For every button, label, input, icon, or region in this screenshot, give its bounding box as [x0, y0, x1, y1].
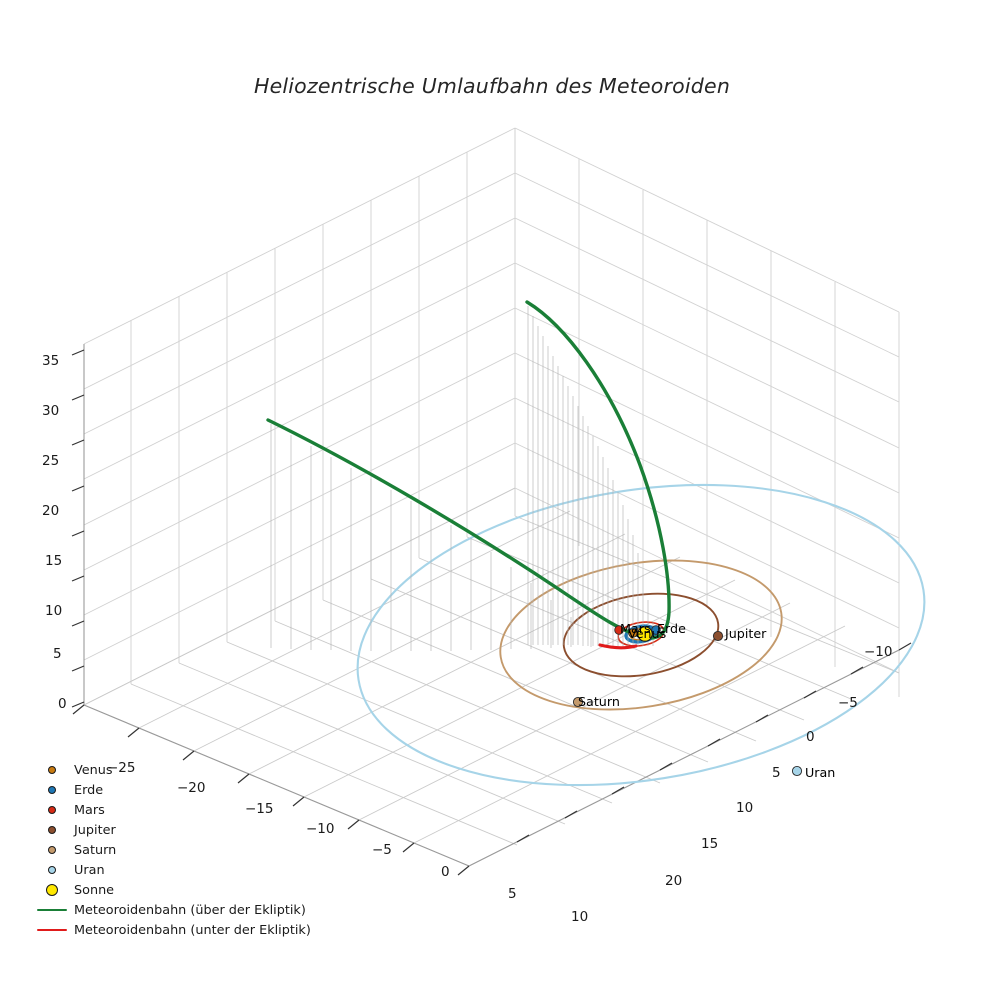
body-label-mars: Mars [620, 621, 651, 636]
y-axis-tick-2: 0 [806, 729, 815, 745]
legend-marker-icon [48, 786, 56, 794]
legend-label: Meteoroidenbahn (über der Ekliptik) [74, 902, 306, 918]
legend-item-meteoroidenbahn: Meteoroidenbahn (über der Ekliptik) [30, 900, 330, 920]
x-axis-tick-0: −25 [107, 760, 136, 776]
y-axis-tick-5: 15 [701, 836, 719, 852]
legend-label: Mars [74, 802, 105, 818]
x-axis-tick-5: 0 [441, 864, 450, 880]
legend-label: Jupiter [74, 822, 116, 838]
legend-item-mars: Mars [30, 800, 330, 820]
body-marker-mars [614, 625, 624, 635]
legend-item-meteoroidenbahn: Meteoroidenbahn (unter der Ekliptik) [30, 920, 330, 940]
body-marker-jupiter [712, 630, 724, 642]
legend-marker-icon [48, 846, 56, 854]
legend-marker-icon [48, 806, 56, 814]
body-label-jupiter: Jupiter [725, 626, 767, 641]
legend: Venus Erde Mars Jupiter Saturn Uran Sonne Meteo… [30, 760, 330, 940]
x-axis-tick-3: −10 [306, 821, 335, 837]
body-marker-sonne [637, 626, 653, 642]
body-label-saturn: Saturn [578, 694, 620, 709]
body-label-uran: Uran [805, 765, 836, 780]
y-axis-tick-4: 10 [736, 800, 754, 816]
legend-marker-icon [48, 866, 56, 874]
legend-item-saturn: Saturn [30, 840, 330, 860]
body-marker-uran [791, 765, 803, 777]
z-axis-tick-5: 10 [45, 603, 63, 619]
y-axis-tick-6: 20 [665, 873, 683, 889]
legend-item-jupiter: Jupiter [30, 820, 330, 840]
z-axis-tick-6: 5 [53, 646, 62, 662]
trajectory-above-ecliptic [266, 300, 671, 640]
y-axis-ticks [516, 642, 912, 843]
orbit-jupiter [562, 592, 720, 678]
y-axis-tick-3: 5 [772, 765, 781, 781]
legend-item-venus: Venus [30, 760, 330, 780]
z-axis-tick-4: 15 [45, 553, 63, 569]
z-axis-tick-1: 30 [42, 403, 60, 419]
z-axis-tick-3: 20 [42, 503, 60, 519]
body-marker-saturn [572, 696, 584, 708]
legend-label: Sonne [74, 882, 115, 898]
x-axis-tick-4: −5 [372, 842, 392, 858]
legend-label: Saturn [74, 842, 117, 858]
legend-label: Venus [74, 762, 113, 778]
z-axis-tick-7: 0 [58, 696, 67, 712]
legend-label: Meteoroidenbahn (unter der Ekliptik) [74, 922, 311, 938]
legend-line-icon [37, 928, 67, 932]
legend-label: Uran [74, 862, 105, 878]
body-label-venus: Venus [628, 626, 667, 641]
trajectory-below-ecliptic [598, 643, 638, 650]
legend-item-sonne: Sonne [30, 880, 330, 900]
y-axis-tick-1: −5 [838, 695, 858, 711]
body-marker-erde [651, 625, 661, 635]
x-axis-tick-6: 5 [508, 886, 517, 902]
legend-marker-icon [48, 826, 56, 834]
orbit-uran [356, 483, 926, 787]
trajectory-droplines [270, 306, 654, 651]
body-label-erde: Erde [657, 621, 686, 636]
x-axis-tick-7: 10 [571, 909, 589, 925]
legend-item-erde: Erde [30, 780, 330, 800]
y-axis-tick-0: −10 [864, 644, 893, 660]
legend-marker-icon [48, 766, 56, 774]
x-axis-ticks [72, 704, 470, 876]
x-axis-tick-2: −15 [245, 801, 274, 817]
orbit-saturn [499, 559, 783, 711]
legend-label: Erde [74, 782, 104, 798]
z-axis-tick-0: 35 [42, 353, 60, 369]
legend-line-icon [37, 908, 67, 912]
legend-marker-icon [46, 884, 58, 896]
z-axis-tick-2: 25 [42, 453, 60, 469]
page-title: Heliozentrische Umlaufbahn des Meteoroid… [253, 74, 731, 98]
x-axis-tick-1: −20 [177, 780, 206, 796]
z-axis-ticks [71, 349, 85, 708]
body-marker-venus [628, 628, 638, 638]
legend-item-uran: Uran [30, 860, 330, 880]
